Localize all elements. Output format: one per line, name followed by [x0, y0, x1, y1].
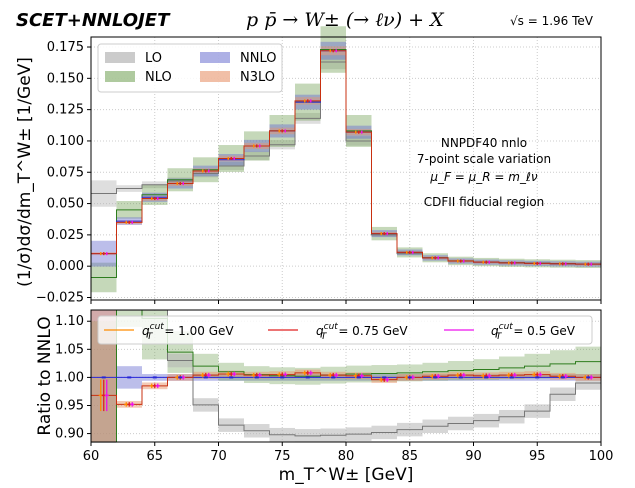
bottom-legend-box [97, 315, 593, 345]
top-ytick-label: 0.075 [47, 165, 84, 180]
bottom-xtick-label: 60 [83, 449, 100, 464]
ratio-line-nlo [91, 309, 601, 443]
bottom-yticks: 0.90 0.95 1.00 1.05 1.10 [55, 314, 91, 442]
legend-swatch-nlo [105, 71, 135, 82]
bottom-xtick-label: 70 [210, 449, 227, 464]
top-ytick-label: 0.150 [47, 71, 84, 86]
bottom-xtick-label: 100 [589, 449, 614, 464]
legend-label-nnlo: NNLO [240, 51, 276, 66]
top-legend: LO NLO NNLO N3LO [97, 43, 283, 93]
brand-title: SCET+NNLOJET [16, 10, 171, 31]
legend-label-nlo: NLO [145, 70, 172, 85]
legend-label-n3lo: N3LO [240, 70, 275, 85]
top-ylabel: (1/σ)dσ/dm_T^W± [1/GeV] [15, 57, 35, 287]
top-legend-box [97, 43, 283, 93]
top-yticks: −0.025 0.000 0.025 0.050 0.075 0.100 0.125 0.15… [36, 40, 602, 305]
bottom-lines [91, 309, 601, 443]
legend-swatch-n3lo [200, 71, 230, 82]
bottom-xtick-label: 95 [529, 449, 546, 464]
bottom-legend: qcut T = 1.00 GeV qcut T = 0.75 GeV qcut T = 0… [97, 315, 593, 345]
top-ytick-label: 0.025 [47, 228, 84, 243]
bottom-xtick-label: 65 [146, 449, 163, 464]
legend-qt050: qcut T = 0.5 GeV [491, 322, 576, 342]
process-title: p p̄ → W± (→ ℓν) + X [246, 9, 445, 31]
bottom-ytick-label: 1.00 [55, 370, 84, 385]
energy-label: √s = 1.96 TeV [510, 14, 594, 28]
top-ytick-label: 0.125 [47, 103, 84, 118]
legend-label-lo: LO [145, 51, 162, 66]
legend-qt100: qcut T = 1.00 GeV [142, 322, 234, 342]
bottom-xlabel: m_T^W± [GeV] [279, 465, 414, 485]
bottom-ytick-label: 0.95 [55, 398, 84, 413]
bottom-xtick-label: 75 [274, 449, 291, 464]
annotation-mu: μ_F = μ_R = m_ℓν [429, 170, 538, 184]
legend-swatch-lo [105, 52, 135, 63]
bottom-frame [90, 309, 602, 443]
bottom-xtick-label: 80 [338, 449, 355, 464]
top-ytick-label: 0.000 [47, 259, 84, 274]
top-ytick-label: 0.175 [47, 40, 84, 55]
bottom-xticks: 60 65 70 75 80 85 90 95 100 [83, 442, 614, 464]
bottom-xtick-label: 90 [465, 449, 482, 464]
bottom-ytick-label: 1.10 [55, 314, 84, 329]
annotation-scale: 7-point scale variation [417, 152, 551, 166]
legend-qt075: qcut T = 0.75 GeV [316, 322, 408, 342]
bottom-ytick-label: 0.90 [55, 427, 84, 442]
bottom-xtick-label: 85 [401, 449, 418, 464]
top-lines [91, 49, 601, 278]
annotation-block: NNPDF40 nnlo 7-point scale variation μ_F… [417, 136, 551, 209]
top-panel: −0.025 0.000 0.025 0.050 0.075 0.100 0.125 0.15… [36, 26, 602, 305]
annotation-region: CDFII fiducial region [424, 195, 545, 209]
annotation-pdf: NNPDF40 nnlo [441, 136, 527, 150]
legend-swatch-nnlo [200, 52, 230, 63]
top-frame [90, 36, 602, 301]
bottom-ytick-label: 1.05 [55, 342, 84, 357]
top-ytick-label: 0.050 [47, 197, 84, 212]
top-ytick-label: −0.025 [36, 290, 84, 305]
top-ytick-label: 0.100 [47, 134, 84, 149]
bottom-ylabel: Ratio to NNLO [35, 316, 55, 435]
